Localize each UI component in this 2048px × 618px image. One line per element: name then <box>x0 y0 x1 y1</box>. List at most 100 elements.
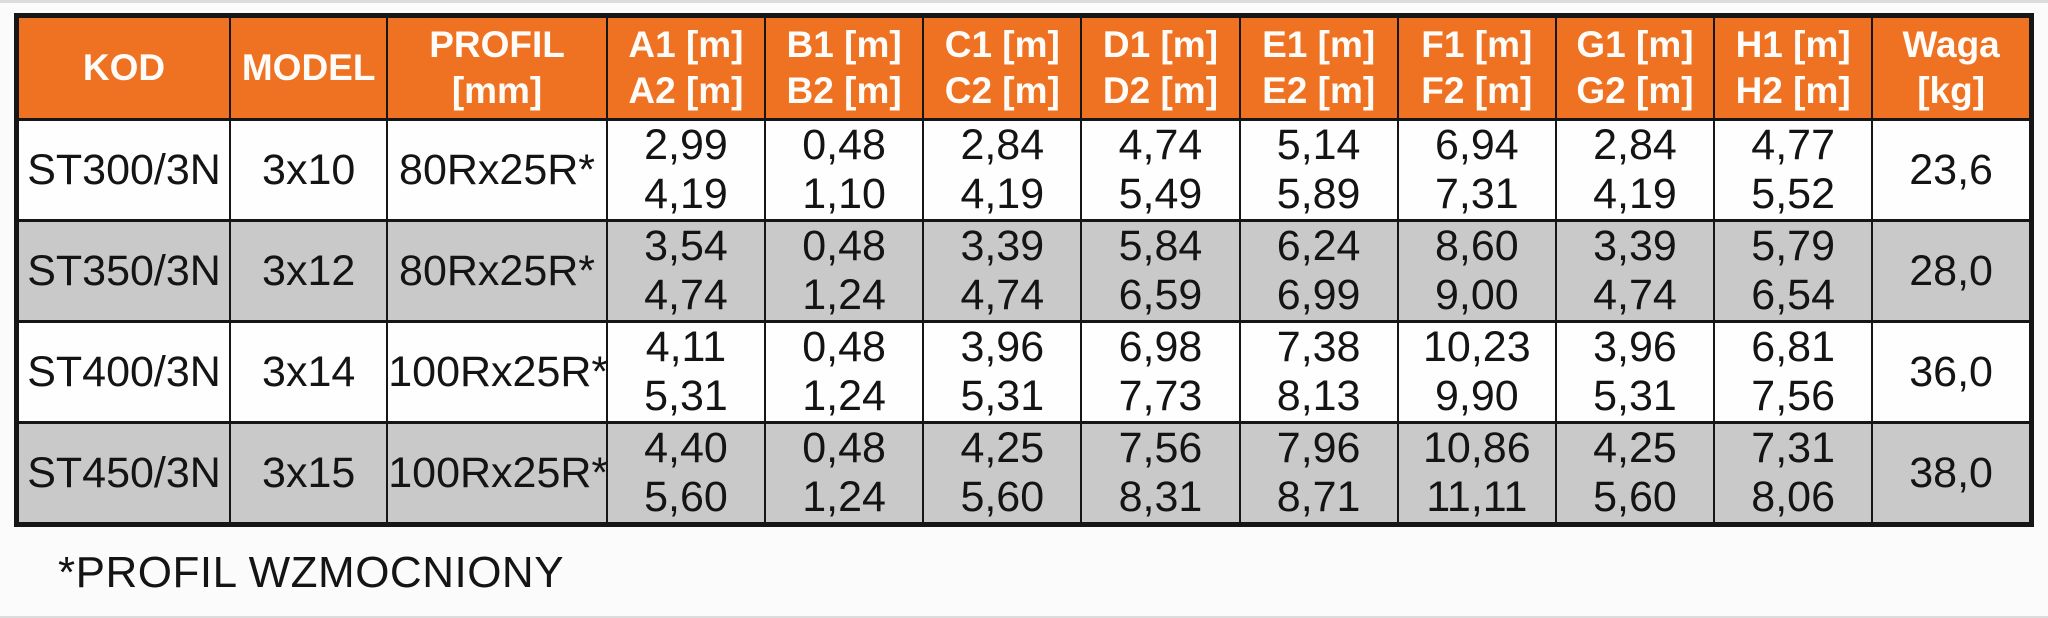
cell-c: 3,39 4,74 <box>922 219 1083 323</box>
cell-model: 3x12 <box>229 219 389 323</box>
value-b2: 1,24 <box>802 271 886 319</box>
value-g1: 2,84 <box>1593 121 1677 169</box>
header-cell-a: A1 [m] A2 [m] <box>605 14 767 121</box>
value-a2: 4,74 <box>644 271 728 319</box>
cell-a: 4,40 5,60 <box>605 421 767 526</box>
header-label-g-2: G2 [m] <box>1576 70 1694 111</box>
cell-b: 0,48 1,24 <box>764 320 925 424</box>
header-label-a-2: A2 [m] <box>628 70 744 111</box>
value-c2: 5,31 <box>960 372 1045 420</box>
cell-waga: 36,0 <box>1871 320 2033 424</box>
value-kod: ST350/3N <box>27 246 221 295</box>
spec-table-head: KOD MODEL PROFIL [mm] A1 [m] A2 [m] B1 [m] B2 [… <box>15 14 2033 121</box>
table-row: ST350/3N 3x12 80Rx25R* 3,54 4,74 0,48 1,24 3,39… <box>15 219 2033 323</box>
value-h2: 5,52 <box>1751 170 1835 218</box>
header-label-b-2: B2 [m] <box>786 70 902 111</box>
value-g2: 4,19 <box>1593 170 1677 218</box>
value-e1: 7,38 <box>1276 323 1361 371</box>
value-a1: 3,54 <box>644 222 728 270</box>
header-label-e-2: E2 [m] <box>1262 70 1376 111</box>
value-b2: 1,24 <box>802 473 886 521</box>
value-e1: 6,24 <box>1276 222 1361 270</box>
cell-g: 4,25 5,60 <box>1554 421 1716 526</box>
header-label-c-1: C1 [m] <box>944 24 1060 65</box>
cell-e: 7,96 8,71 <box>1238 421 1399 526</box>
footnote: *PROFIL WZMOCNIONY <box>58 548 565 597</box>
value-h1: 6,81 <box>1751 323 1835 371</box>
value-d2: 8,31 <box>1118 473 1203 521</box>
header-label-h-2: H2 [m] <box>1735 70 1851 111</box>
cell-b: 0,48 1,10 <box>764 118 925 222</box>
value-e2: 5,89 <box>1276 170 1361 218</box>
cell-f: 10,86 11,11 <box>1396 421 1557 526</box>
value-g2: 5,31 <box>1593 372 1677 420</box>
header-label-model-1: MODEL <box>241 47 376 88</box>
value-h1: 5,79 <box>1751 222 1835 270</box>
value-profil: 100Rx25R* <box>388 347 609 396</box>
header-label-d-1: D1 [m] <box>1102 24 1219 65</box>
cell-d: 6,98 7,73 <box>1080 320 1241 424</box>
cell-kod: ST450/3N <box>15 421 232 526</box>
value-g1: 3,96 <box>1593 323 1677 371</box>
header-label-waga-1: Waga <box>1902 24 2000 65</box>
header-label-g-1: G1 [m] <box>1576 24 1694 65</box>
value-model: 3x15 <box>262 448 356 497</box>
value-g2: 5,60 <box>1593 473 1677 521</box>
cell-h: 5,79 6,54 <box>1713 219 1874 323</box>
header-cell-f: F1 [m] F2 [m] <box>1396 14 1557 121</box>
cell-kod: ST400/3N <box>15 320 232 424</box>
value-d2: 6,59 <box>1118 271 1203 319</box>
header-cell-g: G1 [m] G2 [m] <box>1554 14 1716 121</box>
value-c2: 5,60 <box>960 473 1045 521</box>
value-d1: 6,98 <box>1118 323 1203 371</box>
value-profil: 80Rx25R* <box>399 145 596 194</box>
value-g1: 4,25 <box>1593 424 1677 472</box>
value-f2: 11,11 <box>1426 473 1528 521</box>
cell-h: 6,81 7,56 <box>1713 320 1874 424</box>
value-d1: 5,84 <box>1118 222 1203 270</box>
cell-waga: 38,0 <box>1871 421 2033 526</box>
cell-a: 3,54 4,74 <box>605 219 767 323</box>
value-d1: 7,56 <box>1118 424 1203 472</box>
value-e2: 8,71 <box>1276 473 1361 521</box>
value-c1: 4,25 <box>960 424 1045 472</box>
value-b2: 1,24 <box>802 372 886 420</box>
value-kod: ST450/3N <box>27 448 221 497</box>
value-h1: 4,77 <box>1751 121 1835 169</box>
value-a2: 5,31 <box>644 372 728 420</box>
value-e2: 6,99 <box>1276 271 1361 319</box>
cell-model: 3x10 <box>229 118 389 222</box>
cell-model: 3x14 <box>229 320 389 424</box>
spec-table-body: ST300/3N 3x10 80Rx25R* 2,99 4,19 0,48 1,10 2,84… <box>15 118 2033 526</box>
value-h2: 8,06 <box>1751 473 1835 521</box>
header-label-e-1: E1 [m] <box>1262 24 1376 65</box>
value-waga: 28,0 <box>1909 246 1993 295</box>
value-d2: 7,73 <box>1118 372 1203 420</box>
header-cell-c: C1 [m] C2 [m] <box>922 14 1083 121</box>
cell-waga: 28,0 <box>1871 219 2033 323</box>
cell-profil: 80Rx25R* <box>386 118 608 222</box>
page-edge-bottom <box>0 616 2048 618</box>
value-waga: 38,0 <box>1909 448 1993 497</box>
cell-d: 4,74 5,49 <box>1080 118 1241 222</box>
value-b1: 0,48 <box>802 323 886 371</box>
value-f2: 7,31 <box>1434 170 1519 218</box>
header-cell-kod: KOD <box>15 14 232 121</box>
cell-e: 7,38 8,13 <box>1238 320 1399 424</box>
value-f1: 8,60 <box>1434 222 1519 270</box>
value-f1: 10,86 <box>1423 424 1531 472</box>
header-label-profil-1: PROFIL <box>429 24 565 65</box>
value-a1: 4,40 <box>644 424 728 472</box>
cell-kod: ST300/3N <box>15 118 232 222</box>
header-label-h-1: H1 [m] <box>1735 24 1851 65</box>
value-profil: 100Rx25R* <box>388 448 609 497</box>
cell-profil: 80Rx25R* <box>386 219 608 323</box>
value-waga: 23,6 <box>1909 145 1993 194</box>
cell-e: 6,24 6,99 <box>1238 219 1399 323</box>
cell-f: 10,23 9,90 <box>1396 320 1557 424</box>
spec-table: KOD MODEL PROFIL [mm] A1 [m] A2 [m] B1 [m] B2 [… <box>14 13 2034 527</box>
value-model: 3x14 <box>262 347 356 396</box>
cell-g: 2,84 4,19 <box>1554 118 1716 222</box>
header-label-waga-2: [kg] <box>1917 70 1986 111</box>
cell-e: 5,14 5,89 <box>1238 118 1399 222</box>
